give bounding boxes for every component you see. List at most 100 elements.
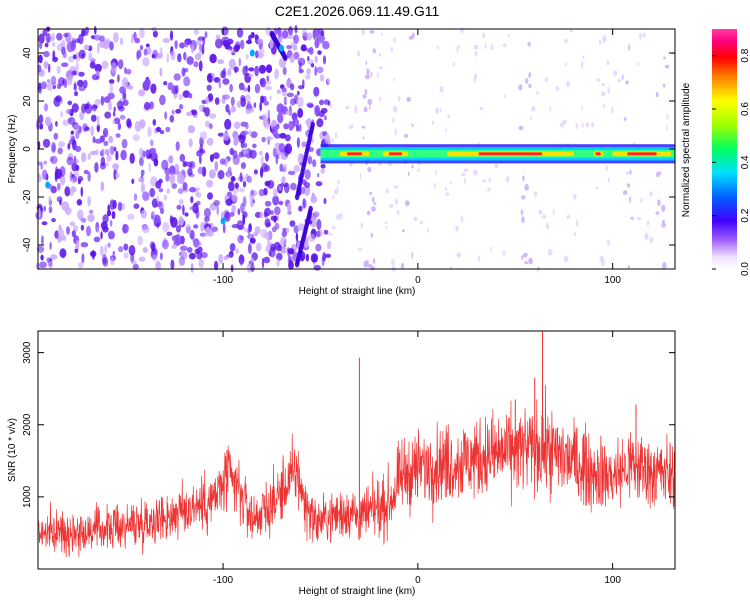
noise-dot (254, 226, 261, 235)
noise-dot (155, 126, 162, 133)
noise-dot (38, 82, 42, 91)
noise-dot (607, 87, 610, 95)
noise-dot (208, 228, 212, 234)
noise-dot (100, 156, 106, 167)
noise-dot (289, 220, 296, 227)
noise-dot (87, 171, 91, 182)
noise-dot (573, 231, 577, 237)
noise-dot (370, 233, 374, 238)
noise-dot (111, 211, 116, 219)
noise-dot (582, 55, 585, 60)
noise-dot (101, 60, 109, 70)
snr-y-ticks: 1000 2000 3000 (22, 341, 675, 508)
noise-dot (276, 89, 281, 94)
noise-dot (269, 95, 272, 101)
noise-dot (142, 191, 150, 201)
noise-dot (38, 114, 44, 124)
noise-dot (269, 210, 274, 216)
noise-dot (230, 96, 235, 106)
noise-dot (182, 90, 190, 98)
noise-dot (213, 200, 221, 206)
noise-dot (255, 50, 259, 59)
noise-dot (431, 120, 434, 126)
noise-dot (123, 243, 129, 251)
noise-dot (188, 252, 196, 260)
noise-dot (297, 153, 303, 165)
noise-dot (524, 261, 529, 265)
noise-dot (590, 122, 595, 128)
noise-dot (379, 96, 382, 102)
colorbar-label: Normalized spectral amplitude (681, 82, 692, 217)
noise-dot (40, 235, 44, 246)
noise-dot (289, 55, 295, 63)
noise-dot (369, 191, 373, 195)
noise-dot (659, 170, 662, 176)
noise-dot (367, 98, 373, 106)
noise-dot (241, 130, 249, 135)
noise-dot (139, 45, 144, 51)
noise-dot (259, 101, 263, 112)
colorbar-tick-label: 0.8 (740, 48, 750, 62)
noise-dot (86, 225, 91, 237)
noise-dot (447, 114, 451, 119)
x-tick-label: 100 (604, 275, 621, 286)
noise-dot (55, 120, 58, 127)
noise-dot (463, 168, 469, 173)
noise-dot (655, 211, 660, 215)
noise-dot (236, 220, 244, 231)
noise-dot (204, 216, 210, 222)
noise-dot (365, 74, 370, 80)
noise-dot (371, 196, 375, 203)
noise-dot (184, 67, 189, 73)
noise-dot (97, 42, 100, 54)
noise-dot (211, 226, 218, 232)
noise-dot (482, 179, 487, 183)
noise-dot (182, 182, 188, 191)
colorbar: 0.0 0.2 0.4 0.6 0.8 Normalized spectral ampl… (681, 29, 750, 276)
noise-dot (484, 42, 487, 50)
noise-dot (89, 61, 96, 69)
noise-dot (408, 35, 414, 40)
noise-dot (666, 125, 668, 132)
noise-dot (258, 189, 265, 197)
noise-dot (263, 100, 270, 106)
noise-dot (598, 40, 602, 45)
noise-dot (295, 232, 299, 242)
noise-dot (488, 178, 492, 183)
noise-dot (413, 216, 418, 222)
noise-dot (207, 192, 213, 200)
noise-dot (131, 33, 134, 44)
noise-dot (233, 44, 240, 53)
noise-dot (250, 189, 254, 196)
noise-dot (664, 64, 670, 69)
noise-dot (364, 88, 368, 95)
noise-dot (247, 228, 251, 235)
noise-dot (169, 115, 175, 123)
noise-dot (128, 245, 136, 256)
noise-dot (52, 84, 56, 89)
noise-dot (222, 223, 226, 234)
noise-dot (246, 175, 252, 183)
noise-dot (50, 33, 56, 41)
noise-dot (245, 65, 248, 72)
noise-dot (323, 198, 327, 205)
noise-dot (165, 174, 170, 182)
noise-dot (322, 55, 327, 65)
noise-dot (314, 66, 318, 77)
noise-dot (264, 164, 271, 172)
noise-dot (131, 178, 135, 185)
noise-dot (46, 257, 51, 263)
noise-dot (240, 162, 246, 170)
noise-dot (581, 61, 584, 69)
noise-dot (40, 81, 48, 90)
noise-dot (390, 47, 393, 52)
noise-dot (89, 209, 94, 214)
noise-dot (657, 199, 661, 206)
noise-dot (293, 165, 300, 173)
snr-x-label: Height of straight line (km) (299, 586, 416, 597)
noise-dot (290, 182, 297, 191)
noise-dot (113, 106, 116, 113)
noise-dot (564, 62, 567, 67)
noise-dot (200, 221, 205, 232)
noise-dot (44, 42, 49, 48)
